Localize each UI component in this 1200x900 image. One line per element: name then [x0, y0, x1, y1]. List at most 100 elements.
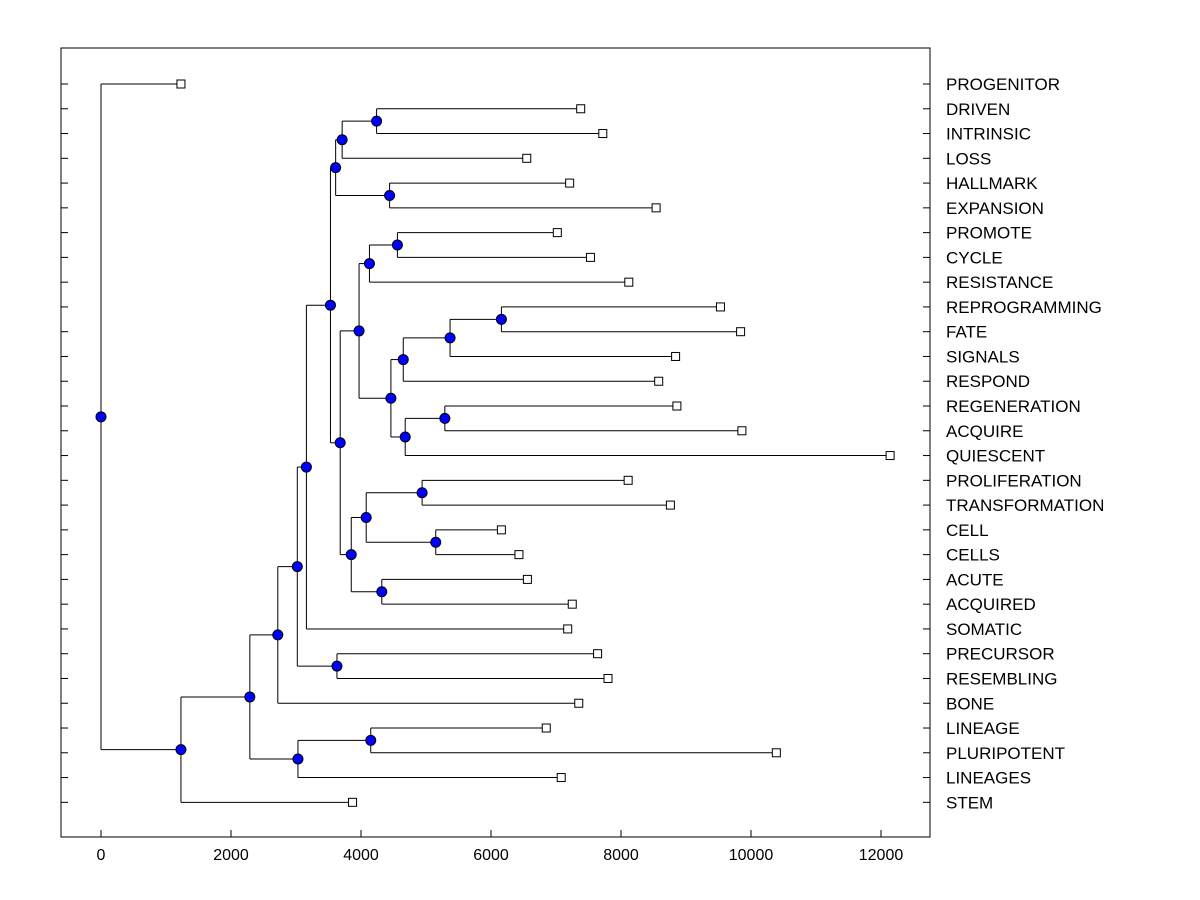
leaf-marker: [541, 723, 551, 733]
merge-node: [345, 549, 357, 561]
leaf-marker: [176, 79, 186, 89]
dendrogram-tree: [100, 83, 891, 803]
merge-nodes: [95, 115, 507, 765]
x-tick-label: 12000: [859, 847, 904, 864]
leaf-label: RESEMBLING: [946, 669, 1057, 688]
leaf-label: CYCLE: [946, 248, 1003, 267]
leaf-marker: [593, 649, 603, 659]
merge-node: [397, 354, 409, 366]
leaf-label: LINEAGES: [946, 769, 1031, 788]
x-tick-label: 10000: [729, 847, 774, 864]
leaf-marker: [671, 351, 681, 361]
leaf-label: FATE: [946, 323, 987, 342]
x-tick-label: 6000: [473, 847, 509, 864]
leaf-marker: [736, 327, 746, 337]
leaf-label: PRECURSOR: [946, 645, 1055, 664]
leaf-label: PLURIPOTENT: [946, 744, 1065, 763]
merge-node: [430, 536, 442, 548]
merge-node: [365, 734, 377, 746]
leaf-label: SOMATIC: [946, 620, 1022, 639]
x-axis-tick-labels: 0 2000 4000 6000 8000 10000 12000: [97, 847, 904, 864]
leaf-label: INTRINSIC: [946, 125, 1031, 144]
leaf-label: CELLS: [946, 546, 1000, 565]
leaf-marker: [715, 302, 725, 312]
leaf-marker: [737, 426, 747, 436]
leaf-marker: [496, 525, 506, 535]
merge-node: [444, 332, 456, 344]
leaf-label: QUIESCENT: [946, 447, 1045, 466]
leaf-marker: [665, 500, 675, 510]
merge-node: [300, 461, 312, 473]
left-tick-marks: [61, 83, 930, 803]
leaf-label: PROLIFERATION: [946, 471, 1082, 490]
leaf-label: REGENERATION: [946, 397, 1081, 416]
leaf-labels: PROGENITOR DRIVEN INTRINSIC LOSS HALLMARK EXP…: [946, 75, 1104, 812]
x-tick-label: 0: [97, 847, 106, 864]
leaf-marker: [348, 797, 358, 807]
merge-node: [384, 189, 396, 201]
x-tick-label: 8000: [603, 847, 639, 864]
merge-node: [495, 313, 507, 325]
leaf-marker: [556, 773, 566, 783]
leaf-marker: [624, 277, 634, 287]
leaf-label: CELL: [946, 521, 989, 540]
merge-node: [244, 691, 256, 703]
merge-node: [439, 412, 451, 424]
leaf-marker: [565, 178, 575, 188]
leaf-label: ACQUIRED: [946, 595, 1036, 614]
leaf-marker: [672, 401, 682, 411]
leaf-marker: [771, 748, 781, 758]
leaf-marker: [522, 153, 532, 163]
leaf-marker: [522, 574, 532, 584]
leaf-label: PROMOTE: [946, 224, 1032, 243]
merge-node: [416, 487, 428, 499]
merge-node: [391, 239, 403, 251]
plot-frame: [60, 47, 931, 838]
leaf-label: LOSS: [946, 149, 991, 168]
leaf-label: DRIVEN: [946, 100, 1010, 119]
merge-node: [353, 325, 365, 337]
x-tick-label: 4000: [343, 847, 379, 864]
leaf-label: REPROGRAMMING: [946, 298, 1102, 317]
leaf-marker: [576, 104, 586, 114]
leaf-marker: [654, 376, 664, 386]
merge-node: [272, 629, 284, 641]
leaf-label: ACUTE: [946, 570, 1004, 589]
x-axis-ticks: [100, 830, 882, 837]
leaf-label: LINEAGE: [946, 719, 1020, 738]
merge-node: [399, 431, 411, 443]
merge-node: [324, 299, 336, 311]
leaf-label: ACQUIRE: [946, 422, 1023, 441]
merge-node: [376, 586, 388, 598]
leaf-marker: [598, 129, 608, 139]
leaf-label: HALLMARK: [946, 174, 1038, 193]
leaf-marker: [574, 698, 584, 708]
merge-node: [175, 744, 187, 756]
leaf-label: PROGENITOR: [946, 75, 1060, 94]
merge-node: [334, 437, 346, 449]
leaf-marker: [603, 673, 613, 683]
leaf-marker: [514, 550, 524, 560]
merge-node: [363, 258, 375, 270]
merge-node: [385, 392, 397, 404]
merge-node: [330, 162, 342, 174]
leaf-marker: [563, 624, 573, 634]
leaf-label: TRANSFORMATION: [946, 496, 1104, 515]
leaf-markers: [176, 79, 895, 807]
leaf-label: RESPOND: [946, 372, 1030, 391]
leaf-marker: [567, 599, 577, 609]
leaf-marker: [552, 228, 562, 238]
merge-node: [291, 561, 303, 573]
merge-node: [95, 411, 107, 423]
leaf-label: RESISTANCE: [946, 273, 1053, 292]
leaf-marker: [885, 451, 895, 461]
leaf-label: EXPANSION: [946, 199, 1044, 218]
leaf-label: SIGNALS: [946, 347, 1020, 366]
merge-node: [371, 115, 383, 127]
merge-node: [331, 660, 343, 672]
leaf-label: BONE: [946, 694, 994, 713]
x-tick-label: 2000: [213, 847, 249, 864]
leaf-marker: [585, 252, 595, 262]
leaf-marker: [651, 203, 661, 213]
